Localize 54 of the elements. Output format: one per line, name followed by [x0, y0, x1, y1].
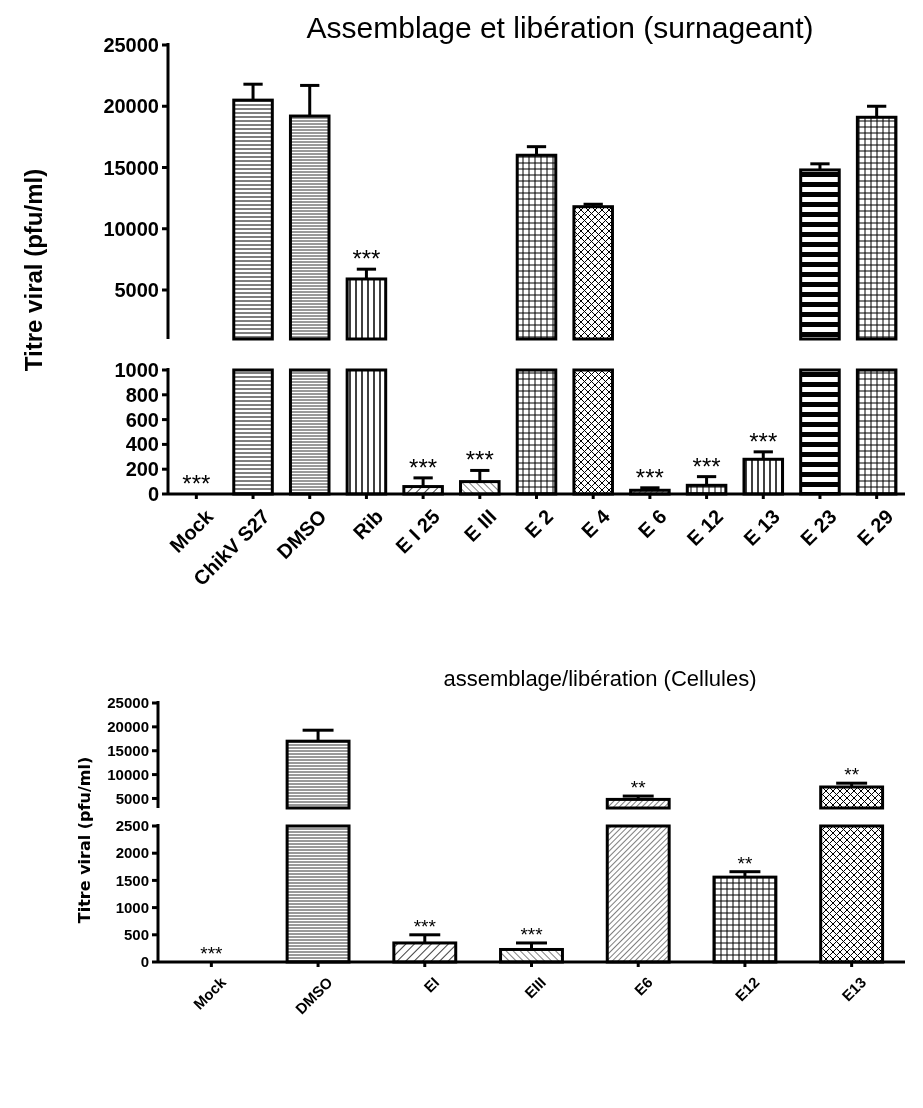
y-tick-label: 5000 [115, 789, 149, 807]
y-tick-label: 1500 [115, 871, 149, 889]
annotation: *** [409, 453, 438, 481]
y-tick-label: 800 [125, 383, 159, 406]
y-tick-label: 15000 [107, 741, 149, 759]
y-tick-label: 200 [125, 458, 159, 481]
chart-title: Assemblage et libération (surnageant) [306, 11, 814, 44]
x-tick-label: E 29 [852, 505, 898, 550]
annotation: *** [692, 452, 721, 480]
y-axis-title: Titre viral (pfu/ml) [20, 168, 47, 372]
annotation: ** [737, 852, 753, 874]
y-tick-label: 2000 [115, 844, 149, 862]
x-tick-label: E13 [838, 973, 870, 1005]
y-tick-label: 25000 [107, 694, 149, 712]
x-tick-label: EIII [521, 973, 550, 1002]
y-tick-label: 10000 [103, 217, 159, 240]
y-tick-label: 2500 [115, 817, 149, 835]
x-tick-label: E12 [731, 973, 763, 1005]
y-tick-label: 600 [125, 408, 159, 431]
x-tick-label: E III [459, 505, 501, 546]
y-tick-label: 20000 [103, 95, 159, 118]
y-tick-label: 400 [125, 433, 159, 456]
x-tick-label: E I 25 [391, 505, 444, 558]
y-tick-label: 500 [123, 926, 149, 944]
x-tick-label: E6 [630, 973, 656, 999]
y-tick-label: 1000 [115, 898, 149, 916]
x-tick-label: E 2 [520, 505, 558, 542]
annotation: *** [352, 245, 381, 273]
annotation: *** [200, 943, 224, 964]
annotation: *** [520, 923, 544, 945]
y-tick-label: 15000 [103, 156, 159, 179]
y-axis-title: Titre viral (pfu/ml) [75, 756, 94, 924]
x-tick-label: E 6 [633, 505, 671, 542]
x-tick-label: E 13 [739, 505, 784, 550]
annotation: *** [413, 915, 437, 937]
annotation: *** [465, 446, 494, 474]
y-tick-label: 25000 [103, 34, 159, 56]
annotation: ** [630, 777, 647, 799]
x-tick-label: Rib [348, 505, 388, 544]
y-tick-label: 1000 [114, 359, 159, 381]
y-tick-label: 10000 [107, 765, 149, 783]
x-tick-label: E 23 [796, 505, 841, 550]
y-tick-label: 0 [140, 953, 149, 971]
chart-title: assemblage/libération (Cellules) [443, 666, 757, 691]
x-tick-label: EI [420, 973, 443, 996]
x-tick-label: E 12 [682, 505, 728, 550]
annotation: *** [749, 427, 778, 455]
x-tick-label: E 4 [577, 504, 615, 542]
annotation: *** [182, 470, 211, 497]
y-tick-label: 0 [147, 483, 159, 505]
y-tick-label: 5000 [114, 279, 159, 301]
y-tick-label: 20000 [107, 718, 149, 736]
annotation: ** [844, 764, 860, 786]
annotation: *** [635, 463, 664, 491]
